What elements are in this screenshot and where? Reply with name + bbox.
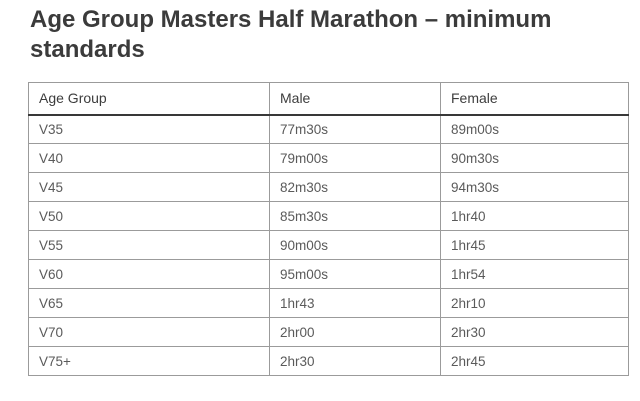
table-row: V55 90m00s 1hr45	[28, 230, 629, 260]
header-row: Age Group Male Female	[28, 82, 629, 116]
column-header-male: Male	[269, 82, 441, 116]
age-group-cell: V50	[28, 201, 270, 231]
column-header-female: Female	[440, 82, 629, 116]
female-cell: 90m30s	[440, 143, 629, 173]
male-cell: 90m00s	[269, 230, 441, 260]
female-cell: 94m30s	[440, 172, 629, 202]
page: Age Group Masters Half Marathon – minimu…	[0, 5, 640, 401]
column-header-age-group: Age Group	[28, 82, 270, 116]
table-row: V35 77m30s 89m00s	[28, 114, 629, 144]
female-cell: 89m00s	[440, 114, 629, 144]
table-header: Age Group Male Female	[28, 82, 629, 116]
female-cell: 1hr45	[440, 230, 629, 260]
page-title: Age Group Masters Half Marathon – minimu…	[30, 6, 552, 63]
female-cell: 1hr54	[440, 259, 629, 289]
female-cell: 2hr30	[440, 317, 629, 347]
age-group-cell: V55	[28, 230, 270, 260]
table-row: V65 1hr43 2hr10	[28, 288, 629, 318]
age-group-cell: V60	[28, 259, 270, 289]
age-group-cell: V65	[28, 288, 270, 318]
table-row: V70 2hr00 2hr30	[28, 317, 629, 347]
age-group-cell: V45	[28, 172, 270, 202]
female-cell: 2hr45	[440, 346, 629, 376]
female-cell: 1hr40	[440, 201, 629, 231]
male-cell: 1hr43	[269, 288, 441, 318]
table-row: V40 79m00s 90m30s	[28, 143, 629, 173]
age-group-cell: V75+	[28, 346, 270, 376]
table-row: V45 82m30s 94m30s	[28, 172, 629, 202]
standards-table: Age Group Male Female V35 77m30s 89m00s V40…	[28, 82, 629, 376]
male-cell: 95m00s	[269, 259, 441, 289]
male-cell: 85m30s	[269, 201, 441, 231]
age-group-cell: V40	[28, 143, 270, 173]
table-body: V35 77m30s 89m00s V40 79m00s 90m30s V45 82m30s 9…	[28, 114, 629, 376]
male-cell: 82m30s	[269, 172, 441, 202]
male-cell: 79m00s	[269, 143, 441, 173]
age-group-cell: V70	[28, 317, 270, 347]
table-row: V75+ 2hr30 2hr45	[28, 346, 629, 376]
male-cell: 77m30s	[269, 114, 441, 144]
female-cell: 2hr10	[440, 288, 629, 318]
male-cell: 2hr30	[269, 346, 441, 376]
age-group-cell: V35	[28, 114, 270, 144]
male-cell: 2hr00	[269, 317, 441, 347]
table-row: V60 95m00s 1hr54	[28, 259, 629, 289]
table-row: V50 85m30s 1hr40	[28, 201, 629, 231]
